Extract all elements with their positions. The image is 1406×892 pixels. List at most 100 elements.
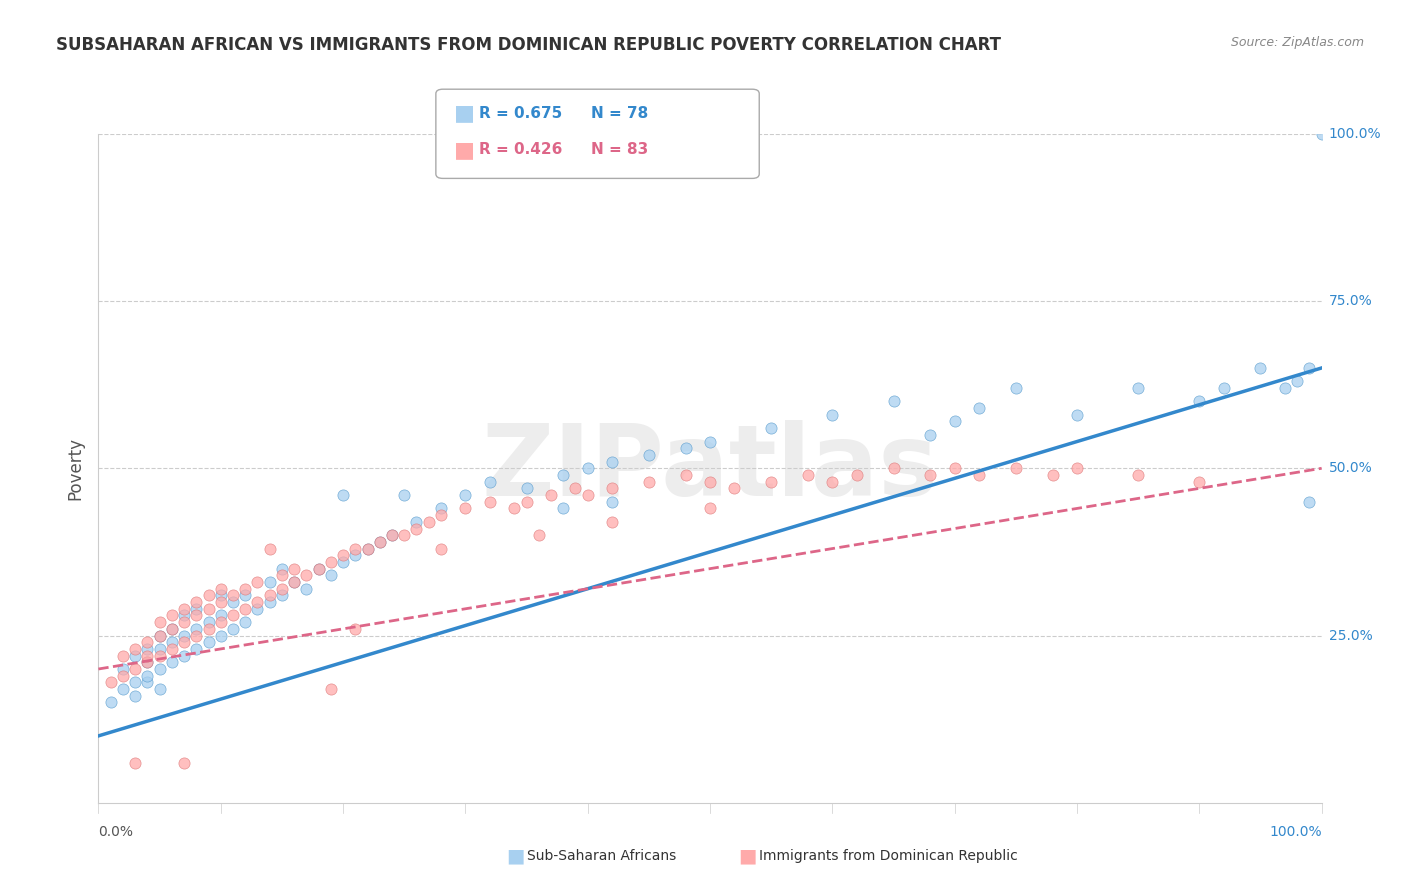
Point: [675, 468, 697, 483]
Point: [173, 608, 195, 623]
Point: [454, 501, 477, 516]
Text: Immigrants from Dominican Republic: Immigrants from Dominican Republic: [759, 849, 1018, 863]
Point: [186, 642, 208, 657]
Point: [124, 756, 146, 770]
Point: [270, 568, 294, 582]
Point: [1128, 468, 1150, 483]
Text: 25.0%: 25.0%: [1329, 629, 1372, 642]
Point: [246, 595, 269, 609]
Point: [295, 582, 318, 596]
Point: [209, 589, 232, 603]
Point: [1188, 475, 1211, 489]
Point: [600, 515, 623, 529]
Point: [124, 648, 146, 663]
Point: [761, 421, 783, 435]
Text: ■: ■: [454, 103, 475, 123]
Point: [186, 622, 208, 636]
Point: [186, 608, 208, 623]
Point: [173, 628, 195, 642]
Point: [430, 501, 453, 516]
Point: [283, 575, 305, 590]
Point: [344, 541, 367, 556]
Point: [149, 628, 172, 642]
Point: [356, 541, 378, 556]
Point: [308, 562, 330, 576]
Point: [149, 628, 172, 642]
Point: [149, 662, 172, 676]
Point: [553, 468, 575, 483]
Point: [136, 669, 159, 683]
Point: [1004, 461, 1026, 475]
Text: N = 78: N = 78: [591, 106, 648, 120]
Point: [209, 595, 232, 609]
Point: [883, 394, 905, 409]
Point: [943, 461, 966, 475]
Point: [1298, 494, 1320, 508]
Point: [405, 515, 427, 529]
Point: [503, 501, 526, 516]
Point: [1066, 461, 1088, 475]
Point: [675, 442, 697, 456]
Point: [600, 482, 623, 496]
Point: [1042, 468, 1064, 483]
Point: [270, 589, 294, 603]
Point: [124, 662, 146, 676]
Point: [1274, 381, 1296, 395]
Point: [319, 681, 342, 696]
Point: [160, 635, 183, 649]
Point: [527, 528, 550, 542]
Point: [111, 662, 134, 676]
Point: [149, 642, 172, 657]
Point: [381, 528, 404, 542]
Point: [197, 589, 219, 603]
Point: [246, 602, 269, 616]
Point: [1004, 381, 1026, 395]
Point: [943, 415, 966, 429]
Point: [883, 461, 905, 475]
Point: [920, 428, 942, 442]
Point: [699, 501, 721, 516]
Point: [418, 515, 440, 529]
Point: [405, 521, 427, 535]
Point: [821, 475, 844, 489]
Point: [600, 494, 623, 508]
Point: [332, 548, 354, 563]
Point: [553, 501, 575, 516]
Point: [124, 675, 146, 690]
Point: [381, 528, 404, 542]
Point: [197, 635, 219, 649]
Point: [149, 681, 172, 696]
Point: [344, 548, 367, 563]
Point: [186, 595, 208, 609]
Point: [295, 568, 318, 582]
Text: 100.0%: 100.0%: [1270, 825, 1322, 839]
Point: [100, 675, 122, 690]
Point: [392, 528, 416, 542]
Point: [173, 615, 195, 630]
Point: [160, 655, 183, 669]
Point: [124, 689, 146, 703]
Point: [283, 575, 305, 590]
Text: ■: ■: [506, 847, 524, 866]
Text: ■: ■: [454, 140, 475, 160]
Point: [283, 562, 305, 576]
Point: [430, 541, 453, 556]
Point: [222, 589, 245, 603]
Point: [136, 655, 159, 669]
Point: [270, 582, 294, 596]
Point: [197, 615, 219, 630]
Point: [136, 642, 159, 657]
Point: [576, 461, 599, 475]
Point: [100, 696, 122, 710]
Point: [319, 568, 342, 582]
Point: [1212, 381, 1234, 395]
Point: [209, 615, 232, 630]
Point: [478, 475, 501, 489]
Point: [136, 675, 159, 690]
Point: [1128, 381, 1150, 395]
Point: [637, 475, 661, 489]
Point: [344, 622, 367, 636]
Point: [1310, 127, 1333, 141]
Point: [454, 488, 477, 502]
Point: [222, 622, 245, 636]
